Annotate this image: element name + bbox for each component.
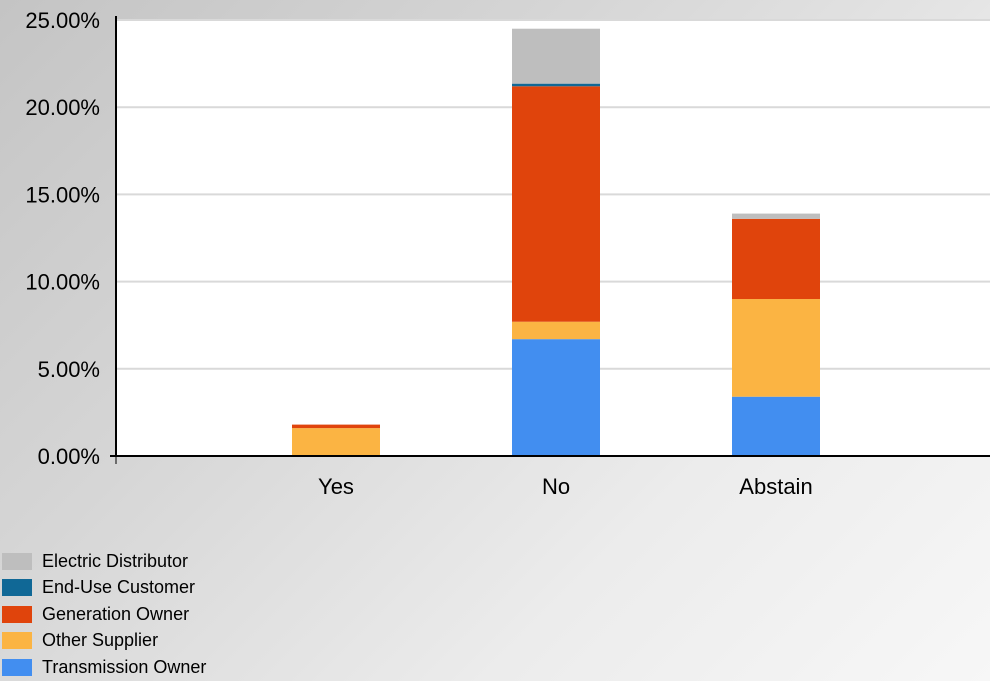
y-tick-label: 25.00%	[25, 8, 100, 33]
legend-label: Generation Owner	[42, 603, 190, 624]
bars	[292, 28, 820, 456]
x-tick-label: No	[542, 474, 570, 499]
legend-swatch	[2, 605, 32, 623]
x-tick-label: Abstain	[739, 474, 812, 499]
bar-segment-yes-generation-owner	[292, 424, 380, 429]
y-tick-label: 15.00%	[25, 182, 100, 207]
legend-swatch	[2, 579, 32, 597]
legend-item: End-Use Customer	[2, 575, 206, 602]
bar-segment-no-other-supplier	[512, 321, 600, 340]
legend-label: End-Use Customer	[42, 577, 196, 598]
legend-swatch	[2, 632, 32, 650]
legend-item: Other Supplier	[2, 628, 206, 655]
bar-segment-abstain-transmission-owner	[732, 396, 820, 456]
axes	[110, 16, 990, 464]
bar-segment-no-generation-owner	[512, 86, 600, 322]
legend: Electric Distributor End-Use Customer Gene…	[2, 548, 206, 681]
bar-segment-no-end-use-customer	[512, 83, 600, 87]
bar-segment-no-transmission-owner	[512, 339, 600, 456]
x-tick-label: Yes	[318, 474, 354, 499]
legend-item: Electric Distributor	[2, 548, 206, 575]
y-tick-label: 5.00%	[38, 357, 100, 382]
legend-swatch	[2, 658, 32, 676]
stacked-bar-chart: 0.00% 5.00% 10.00% 15.00% 20.00% 25.00% Yes No…	[25, 8, 990, 499]
legend-label: Electric Distributor	[42, 550, 189, 571]
legend-label: Other Supplier	[42, 630, 159, 651]
bar-segment-yes-other-supplier	[292, 428, 380, 456]
bar-segment-abstain-other-supplier	[732, 299, 820, 397]
y-axis-tick-labels: 0.00% 5.00% 10.00% 15.00% 20.00% 25.00%	[25, 8, 100, 469]
x-axis-tick-labels: Yes No Abstain	[318, 474, 813, 499]
bar-segment-abstain-electric-distributor	[732, 213, 820, 219]
legend-label: Transmission Owner	[42, 656, 207, 677]
legend-item: Generation Owner	[2, 601, 206, 628]
y-tick-label: 0.00%	[38, 444, 100, 469]
legend-item: Transmission Owner	[2, 654, 206, 681]
y-tick-label: 10.00%	[25, 270, 100, 295]
y-tick-label: 20.00%	[25, 95, 100, 120]
bar-segment-no-electric-distributor	[512, 28, 600, 84]
legend-swatch	[2, 552, 32, 570]
bar-segment-abstain-generation-owner	[732, 218, 820, 300]
